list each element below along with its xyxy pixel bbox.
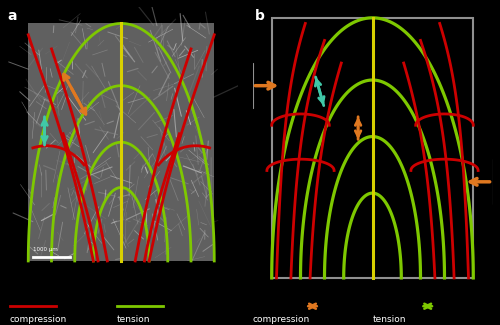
Bar	[492, 159, 500, 204]
Text: compression: compression	[10, 315, 67, 324]
Bar	[234, 63, 252, 108]
Bar	[272, 18, 473, 278]
Text: a: a	[8, 9, 17, 23]
Text: compression: compression	[252, 315, 310, 324]
Text: 1000 µm: 1000 µm	[33, 248, 58, 253]
Text: b: b	[255, 9, 265, 23]
Bar	[28, 23, 214, 261]
Text: tension: tension	[372, 315, 406, 324]
Text: tension: tension	[116, 315, 150, 324]
